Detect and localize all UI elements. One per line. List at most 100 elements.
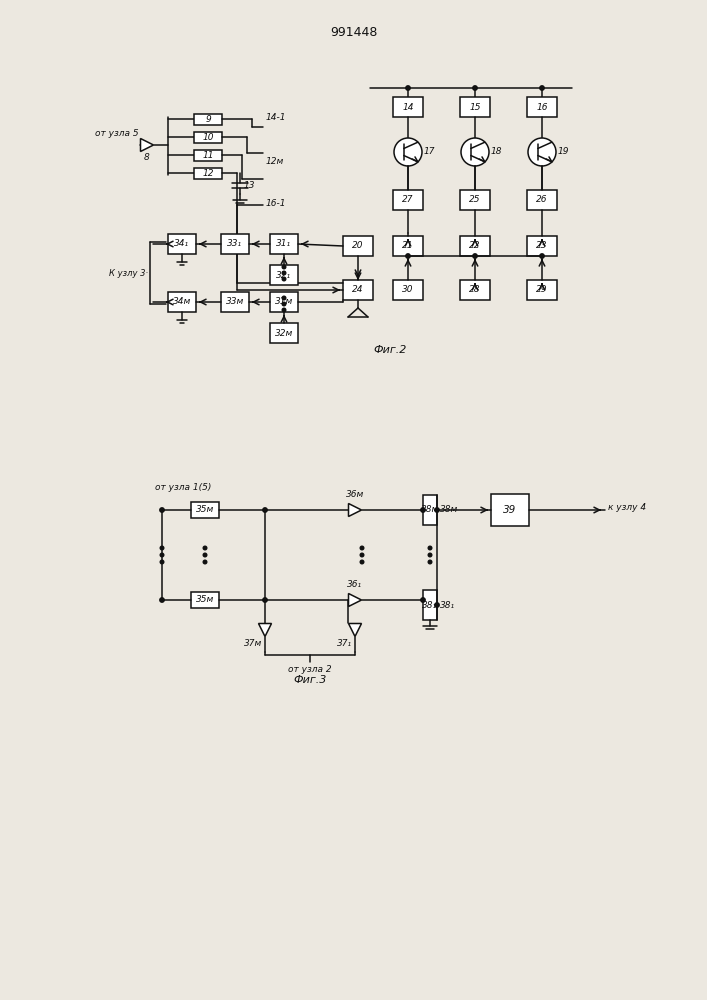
Bar (460, 236, 490, 256)
Text: 16-1: 16-1 (266, 200, 286, 209)
Text: от узла 2: от узла 2 (288, 665, 332, 674)
Circle shape (528, 138, 556, 166)
Bar (393, 280, 423, 300)
Text: К узлу 3·: К узлу 3· (109, 268, 148, 277)
Circle shape (360, 546, 364, 550)
Text: 18: 18 (491, 147, 503, 156)
Text: Фиг.2: Фиг.2 (373, 345, 407, 355)
Circle shape (263, 508, 267, 512)
Text: 36м: 36м (346, 490, 364, 499)
Circle shape (282, 308, 286, 312)
Text: 38м: 38м (421, 506, 439, 514)
Bar (527, 190, 557, 210)
Bar (270, 265, 298, 285)
Text: 8: 8 (144, 152, 150, 161)
Text: 27: 27 (402, 196, 414, 205)
Text: 12м: 12м (266, 157, 284, 166)
Bar (460, 280, 490, 300)
Text: 37₁: 37₁ (337, 640, 352, 648)
Text: 38₁: 38₁ (440, 600, 455, 609)
Text: 37м: 37м (244, 640, 262, 648)
Circle shape (540, 86, 544, 90)
Bar (393, 236, 423, 256)
Bar (527, 280, 557, 300)
Bar (191, 592, 219, 608)
Text: 25: 25 (469, 196, 481, 205)
Circle shape (421, 508, 425, 512)
Circle shape (428, 546, 432, 550)
Bar (343, 280, 373, 300)
Text: 28: 28 (469, 286, 481, 294)
Text: 11: 11 (202, 150, 214, 159)
Text: 31₁: 31₁ (276, 239, 291, 248)
Text: 14-1: 14-1 (266, 113, 286, 122)
Bar (270, 234, 298, 254)
Text: 34₁: 34₁ (175, 239, 189, 248)
Bar (194, 167, 222, 178)
Circle shape (406, 254, 410, 258)
Text: 38м: 38м (440, 506, 458, 514)
Circle shape (160, 508, 164, 512)
Bar (423, 590, 437, 620)
Bar (527, 236, 557, 256)
Bar (191, 502, 219, 518)
Circle shape (263, 598, 267, 602)
Circle shape (435, 508, 439, 512)
Text: 9: 9 (205, 114, 211, 123)
Bar (221, 292, 249, 312)
Circle shape (406, 86, 410, 90)
Text: 21: 21 (402, 241, 414, 250)
Text: 36₁: 36₁ (347, 580, 363, 589)
Text: 14: 14 (402, 103, 414, 111)
Circle shape (160, 546, 164, 550)
Polygon shape (349, 504, 361, 516)
Polygon shape (141, 138, 153, 151)
Circle shape (473, 86, 477, 90)
Circle shape (282, 277, 286, 281)
Text: 35м: 35м (196, 595, 214, 604)
Circle shape (203, 553, 207, 557)
Text: 15: 15 (469, 103, 481, 111)
Text: 23: 23 (536, 241, 548, 250)
Circle shape (428, 560, 432, 564)
Text: Фиг.3: Фиг.3 (293, 675, 327, 685)
Text: от узла 1(5): от узла 1(5) (155, 484, 211, 492)
Circle shape (160, 553, 164, 557)
Text: 35м: 35м (196, 506, 214, 514)
Bar (270, 323, 298, 343)
Circle shape (282, 271, 286, 275)
Bar (460, 97, 490, 117)
Circle shape (428, 553, 432, 557)
Bar (393, 97, 423, 117)
Circle shape (394, 138, 422, 166)
Text: 26: 26 (536, 196, 548, 205)
Circle shape (540, 254, 544, 258)
Bar (491, 494, 529, 526)
Circle shape (461, 138, 489, 166)
Bar (527, 97, 557, 117)
Text: 38₁: 38₁ (423, 600, 438, 609)
Text: 10: 10 (202, 132, 214, 141)
Text: 39: 39 (503, 505, 517, 515)
Text: 13: 13 (244, 182, 255, 190)
Bar (270, 292, 298, 312)
Circle shape (160, 560, 164, 564)
Text: 29: 29 (536, 286, 548, 294)
Circle shape (160, 598, 164, 602)
Bar (194, 113, 222, 124)
Bar (194, 131, 222, 142)
Text: 33м: 33м (226, 298, 244, 306)
Circle shape (282, 296, 286, 300)
Text: 32м: 32м (275, 328, 293, 338)
Circle shape (282, 265, 286, 269)
Circle shape (360, 560, 364, 564)
Bar (393, 190, 423, 210)
Text: 24: 24 (352, 286, 363, 294)
Polygon shape (349, 624, 361, 637)
Bar (343, 236, 373, 256)
Bar (194, 149, 222, 160)
Text: 17: 17 (424, 147, 436, 156)
Bar (221, 234, 249, 254)
Bar (423, 495, 437, 525)
Text: 19: 19 (558, 147, 570, 156)
